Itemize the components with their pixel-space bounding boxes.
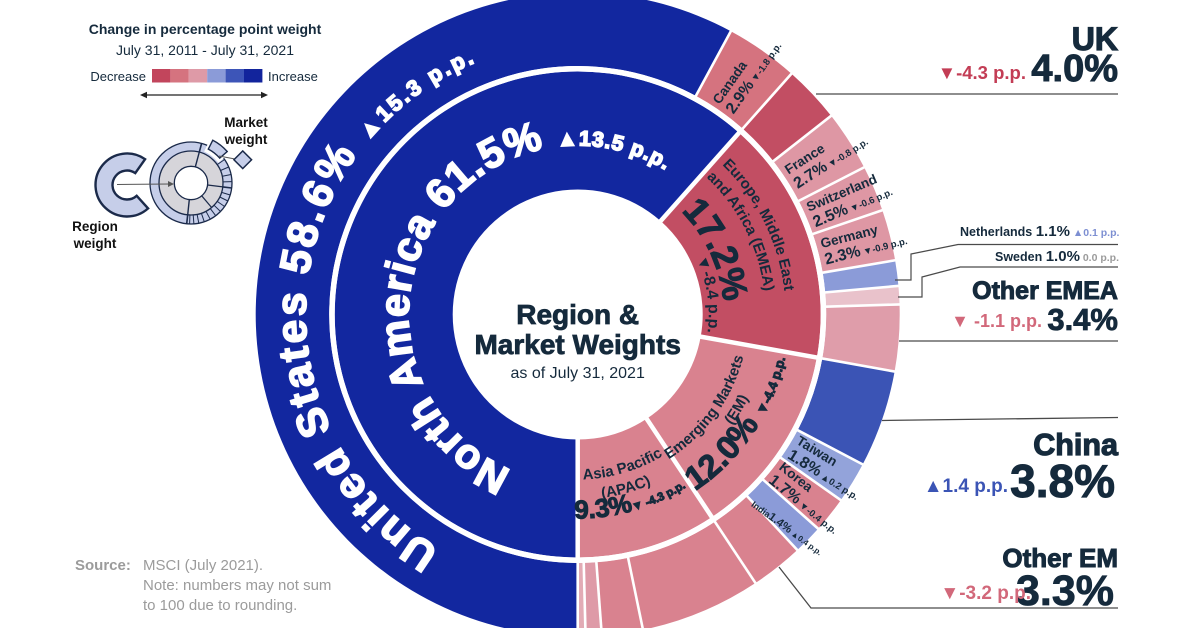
svg-text:3.4%: 3.4% <box>1047 302 1118 337</box>
svg-text:3.8%: 3.8% <box>1010 455 1115 507</box>
svg-text:Increase: Increase <box>268 69 318 84</box>
svg-text:▲1.4 p.p.: ▲1.4 p.p. <box>924 476 1008 497</box>
svg-text:▼-4.3 p.p.: ▼-4.3 p.p. <box>938 62 1026 83</box>
svg-text:Sweden 1.0% 0.0 p.p.: Sweden 1.0% 0.0 p.p. <box>995 248 1119 265</box>
svg-text:Note: numbers may not sum: Note: numbers may not sum <box>143 577 331 594</box>
svg-text:Region &: Region & <box>516 299 639 330</box>
svg-text:to 100 due to rounding.: to 100 due to rounding. <box>143 597 297 614</box>
svg-text:Market: Market <box>224 115 268 130</box>
svg-text:3.3%: 3.3% <box>1016 567 1114 615</box>
svg-text:▼ -1.1 p.p.: ▼ -1.1 p.p. <box>951 311 1042 331</box>
svg-text:Source:: Source: <box>75 557 131 574</box>
svg-text:Region: Region <box>72 219 118 234</box>
svg-text:Change in percentage point wei: Change in percentage point weight <box>89 21 322 37</box>
svg-text:Netherlands 1.1% ▲0.1 p.p.: Netherlands 1.1% ▲0.1 p.p. <box>960 223 1119 240</box>
svg-text:July 31, 2011 - July 31, 2021: July 31, 2011 - July 31, 2021 <box>116 42 294 58</box>
svg-text:4.0%: 4.0% <box>1031 48 1118 90</box>
svg-text:China: China <box>1033 428 1119 462</box>
svg-text:UK: UK <box>1072 21 1118 57</box>
svg-text:MSCI (July 2021).: MSCI (July 2021). <box>143 557 263 574</box>
svg-text:Market Weights: Market Weights <box>474 329 680 360</box>
svg-text:Decrease: Decrease <box>90 69 146 84</box>
svg-text:weight: weight <box>224 132 268 147</box>
svg-text:Other EMEA: Other EMEA <box>972 277 1118 305</box>
svg-text:weight: weight <box>73 236 117 251</box>
svg-text:▼-3.2 p.p.: ▼-3.2 p.p. <box>940 583 1031 604</box>
svg-text:Other EM: Other EM <box>1002 543 1118 573</box>
svg-text:as of July 31, 2021: as of July 31, 2021 <box>511 365 645 382</box>
